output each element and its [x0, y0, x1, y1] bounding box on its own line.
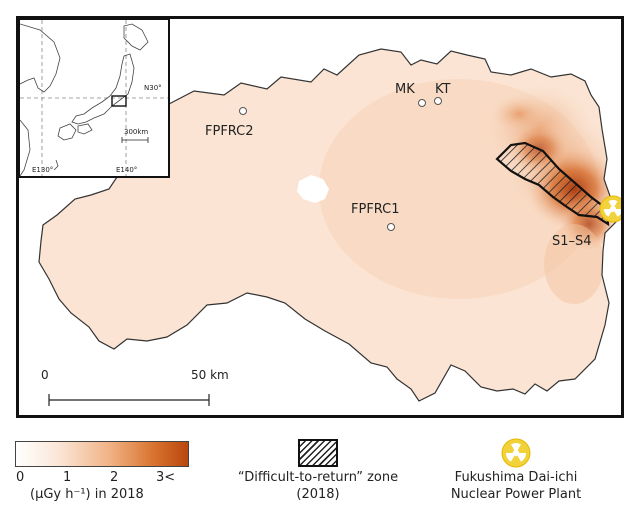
inset-scale-label: 300km — [124, 128, 149, 136]
inset-locator-box — [111, 95, 127, 107]
radiation-icon — [599, 195, 621, 223]
prefecture-border — [38, 48, 621, 402]
colorbar-tick-3: 3< — [156, 470, 176, 485]
hatch-pattern-icon — [298, 439, 338, 467]
colorbar-tick-2: 2 — [110, 470, 119, 485]
zone-legend-line1: “Difficult-to-return” zone — [237, 470, 399, 485]
site-marker-mk — [418, 99, 426, 107]
inset-lon-left-label: E130° — [32, 166, 54, 174]
inset-lon-right-label: E140° — [116, 166, 138, 174]
zone-legend-text: “Difficult-to-return” zone (2018) — [228, 469, 408, 503]
inset-map-svg — [19, 20, 168, 177]
inset-lat-label: N30° — [144, 84, 162, 92]
site-label-mk: MK — [395, 82, 415, 97]
plant-legend-line1: Fukushima Dai-ichi — [454, 470, 578, 485]
site-label-kt: KT — [435, 82, 451, 97]
site-marker-kt — [434, 97, 442, 105]
colorbar-unit: (μGy h⁻¹) in 2018 — [30, 487, 144, 502]
colorbar-tick-0: 0 — [16, 470, 25, 485]
plant-legend-text: Fukushima Dai-ichi Nuclear Power Plant — [436, 469, 596, 503]
site-marker-fpfrc2 — [239, 107, 247, 115]
dose-rate-colorbar — [15, 441, 189, 467]
site-label-fpfrc2: FPFRC2 — [205, 124, 254, 139]
scale-bar: 0 50 km — [41, 368, 229, 406]
difficult-to-return-zone — [495, 141, 610, 227]
site-label-s1-s4: S1–S4 — [552, 234, 592, 249]
zone-legend-line2: (2018) — [296, 487, 340, 502]
site-label-fpfrc1: FPFRC1 — [351, 202, 400, 217]
site-marker-fpfrc1 — [387, 223, 395, 231]
plant-legend-line2: Nuclear Power Plant — [450, 487, 582, 502]
main-map-svg: FPFRC2 MK KT FPFRC1 S1–S4 0 50 km — [38, 48, 621, 406]
colorbar-tick-1: 1 — [63, 470, 72, 485]
radiation-icon — [501, 438, 531, 468]
scale-label-end: 50 km — [191, 368, 229, 382]
scale-label-start: 0 — [41, 368, 49, 382]
main-map-frame: FPFRC2 MK KT FPFRC1 S1–S4 0 50 km — [16, 16, 624, 418]
inset-map: N30° E130° E140° 300km — [18, 18, 170, 178]
